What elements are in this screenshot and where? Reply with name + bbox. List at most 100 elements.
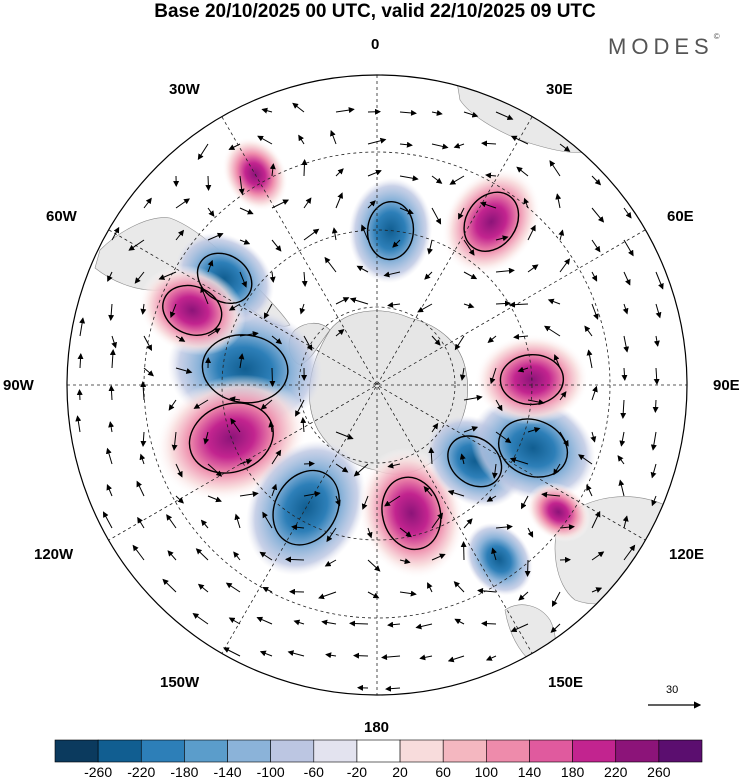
wind-vector-68 — [234, 513, 241, 529]
wind-vector-239 — [591, 175, 602, 186]
colorbar-swatch-10 — [486, 739, 530, 763]
colorbar-label-13: 260 — [647, 764, 671, 780]
wind-vector-61 — [228, 303, 241, 311]
lon-label-120e: 120E — [669, 546, 705, 563]
wind-vector-147 — [387, 462, 401, 469]
colorbar-swatch-0 — [54, 739, 99, 763]
wind-vector-148 — [384, 495, 401, 507]
wind-vector-30 — [169, 303, 177, 318]
colorbar-swatch-13 — [615, 739, 660, 763]
colorbar-swatch-3 — [184, 739, 228, 763]
wind-vector-215 — [527, 399, 545, 406]
lon-label-90e: 90E — [713, 377, 740, 394]
colorbar-label-4: -100 — [256, 764, 285, 780]
wind-vector-55 — [192, 613, 209, 625]
wind-vector-57 — [238, 175, 245, 195]
wind-vector-226 — [558, 229, 565, 241]
wind-vector-116 — [335, 328, 345, 337]
colorbar-swatch-5 — [270, 739, 315, 763]
wind-vector-38 — [167, 550, 177, 561]
wind-vector-117 — [335, 431, 354, 440]
wind-vector-261 — [617, 455, 625, 465]
wind-vector-217 — [509, 457, 529, 465]
wind-vector-266 — [655, 303, 662, 319]
wind-vector-232 — [559, 431, 569, 447]
wind-vector-231 — [559, 391, 567, 401]
wind-vector-165 — [423, 486, 433, 497]
colorbar-swatch-8 — [399, 739, 444, 763]
wind-vector-164 — [428, 447, 435, 465]
wind-vector-252 — [591, 587, 603, 593]
wind-vector-208 — [516, 166, 529, 177]
colorbar-label-2: -180 — [170, 764, 199, 780]
wind-vector-197 — [489, 367, 497, 385]
wind-vector-1 — [77, 353, 84, 369]
wind-vector-160 — [424, 271, 433, 280]
contour-ring-9 — [196, 252, 253, 305]
wind-vector-159 — [427, 239, 433, 255]
wind-vector-32 — [175, 367, 193, 374]
wind-vectors — [75, 102, 664, 692]
wind-vector-110 — [330, 129, 337, 145]
wind-vector-152 — [387, 621, 401, 628]
wind-vector-80 — [271, 335, 283, 345]
wind-vector-224 — [549, 160, 561, 177]
wind-vector-111 — [335, 168, 344, 177]
wind-vector-246 — [591, 385, 598, 401]
negative-anomaly-12 — [465, 522, 533, 596]
wind-vector-6 — [108, 303, 115, 321]
wind-vector-157 — [431, 175, 443, 184]
lon-label-120w: 120W — [34, 546, 74, 563]
wind-vector-122 — [318, 591, 337, 600]
wind-vector-56 — [228, 143, 241, 150]
wind-vector-222 — [510, 623, 529, 633]
wind-vector-200 — [491, 463, 498, 479]
wind-vector-31 — [175, 335, 186, 342]
wind-vector-205 — [481, 620, 497, 627]
colorbar-label-10: 140 — [517, 764, 542, 780]
wind-vector-71 — [228, 617, 241, 625]
wind-vector-83 — [268, 421, 275, 433]
wind-vector-150 — [399, 558, 411, 565]
wind-vector-100 — [295, 399, 305, 417]
wind-vector-195 — [495, 300, 511, 307]
wind-vector-203 — [491, 547, 497, 561]
wind-vector-169 — [415, 623, 433, 630]
contour-ring-0 — [201, 334, 289, 404]
wind-vector-249 — [586, 484, 593, 497]
wind-vector-243 — [591, 303, 599, 320]
colorbar-label-11: 180 — [560, 764, 585, 780]
wind-vector-259 — [620, 399, 627, 419]
wind-vector-54 — [197, 583, 209, 593]
wind-vector-75 — [269, 163, 276, 177]
wind-vector-265 — [655, 271, 664, 290]
contour-ring-6 — [499, 354, 565, 406]
wind-vector-17 — [140, 303, 147, 315]
wind-vector-36 — [175, 495, 184, 504]
wind-vector-235 — [559, 524, 575, 531]
wind-vector-257 — [623, 335, 630, 353]
wind-vector-60 — [239, 271, 247, 288]
wind-vector-34 — [171, 431, 178, 451]
wind-vector-182 — [459, 453, 466, 465]
wind-vector-189 — [495, 111, 514, 120]
wind-vector-260 — [619, 431, 626, 447]
colorbar-swatch-12 — [572, 739, 617, 763]
wind-vector-161 — [417, 303, 433, 313]
wind-vector-128 — [367, 200, 376, 209]
wind-vector-7 — [111, 335, 117, 349]
positive-anomaly-7 — [441, 168, 541, 276]
wind-vector-35 — [175, 463, 183, 478]
wind-vector-109 — [335, 107, 355, 114]
colorbar-swatch-11 — [529, 739, 573, 763]
wind-vector-196 — [487, 335, 497, 343]
wind-vector-51 — [207, 495, 222, 503]
wind-vector-130 — [356, 265, 369, 273]
wind-vector-192 — [479, 201, 497, 209]
wind-vector-141 — [399, 141, 413, 148]
wind-vector-254 — [623, 239, 634, 257]
wind-vector-190 — [481, 140, 497, 147]
wind-vector-29 — [158, 271, 177, 280]
wind-vector-113 — [331, 227, 338, 241]
wind-vector-223 — [559, 143, 571, 152]
